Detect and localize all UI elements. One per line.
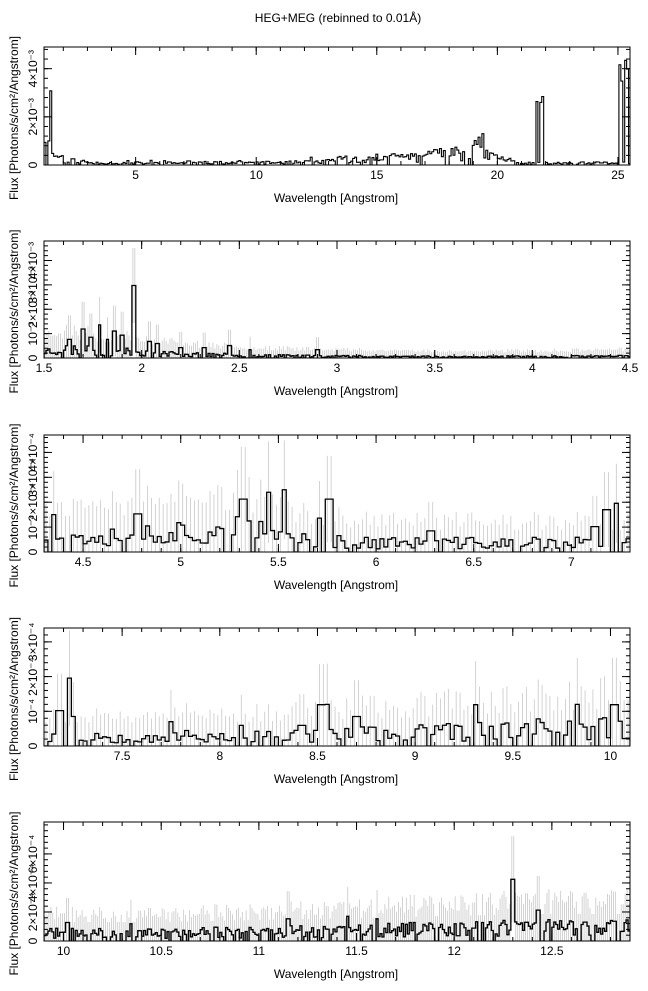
y-tick-label: 3×10⁻⁴ <box>26 623 40 662</box>
x-tick-label: 2 <box>138 361 145 375</box>
x-tick-label: 20 <box>491 168 505 182</box>
x-axis-label: Wavelength [Angstrom] <box>274 191 398 205</box>
x-tick-label: 9.5 <box>504 749 521 763</box>
spectrum-plot <box>44 630 630 746</box>
x-tick-label: 3 <box>334 361 341 375</box>
y-tick-label: 2×10⁻⁴ <box>26 657 40 696</box>
x-tick-label: 2.5 <box>231 361 248 375</box>
y-tick-label: 3×10⁻⁴ <box>26 458 40 497</box>
y-axis-label: Flux [Photons/s/cm²/Angstrom] <box>7 229 21 393</box>
y-tick-label: 0 <box>26 354 40 361</box>
y-tick-label: 10⁻³ <box>26 322 40 346</box>
x-tick-label: 12 <box>448 944 462 958</box>
chart-panel-4: 7.5 8 8.5 9 9.5 10 0 10⁻⁴ 2×10⁻⁴3×10⁻⁴ Wavelength… <box>7 617 631 786</box>
x-tick-label: 10 <box>250 168 264 182</box>
spectrum-plot <box>44 836 630 941</box>
x-tick-label: 6 <box>373 555 380 569</box>
x-tick-label: 6.5 <box>465 555 482 569</box>
y-axis-label: Flux [Photons/s/cm²/Angstrom] <box>7 423 21 587</box>
y-tick-label: 2×10⁻³ <box>26 291 40 328</box>
chart-panel-5: 10 10.5 11 11.5 12 12.5 0 2×10⁻⁴4×10⁻⁴6×10⁻⁴ Wav… <box>7 811 631 981</box>
spectrum-plot <box>44 440 630 552</box>
x-tick-label: 15 <box>370 168 384 182</box>
chart-panel-3: 4.5 5 5.5 6 6.5 7 0 10⁻⁴2×10⁻⁴3×10⁻⁴4×10⁻⁴ Wavel… <box>7 423 631 592</box>
x-tick-label: 5.5 <box>270 555 287 569</box>
y-tick-label: 10⁻⁴ <box>26 515 40 540</box>
y-tick-label: 0 <box>26 937 40 944</box>
spectrum-plot <box>44 59 630 165</box>
y-tick-label: 6×10⁻⁴ <box>26 835 40 874</box>
x-tick-label: 8.5 <box>309 749 326 763</box>
x-axis-label: Wavelength [Angstrom] <box>274 384 398 398</box>
x-tick-label: 4.5 <box>622 361 639 375</box>
spectrum-histogram <box>44 284 630 358</box>
x-tick-label: 8 <box>216 749 223 763</box>
y-tick-label: 2×10⁻⁴ <box>26 483 40 522</box>
x-axis-label: Wavelength [Angstrom] <box>274 967 398 981</box>
x-tick-label: 7.5 <box>114 749 131 763</box>
x-tick-label: 7 <box>568 555 575 569</box>
y-axis-label: Flux [Photons/s/cm²/Angstrom] <box>7 617 21 781</box>
y-tick-label: 4×10⁻³ <box>26 50 40 87</box>
x-tick-label: 10.5 <box>150 944 174 958</box>
x-tick-label: 12.5 <box>540 944 564 958</box>
spectrum-histogram <box>44 59 630 165</box>
x-tick-label: 10 <box>604 749 618 763</box>
figure-title: HEG+MEG (rebinned to 0.01Å) <box>255 10 421 25</box>
y-tick-label: 2×10⁻⁴ <box>26 893 40 932</box>
x-tick-label: 3.5 <box>426 361 443 375</box>
x-tick-label: 4.5 <box>75 555 92 569</box>
y-tick-label: 4×10⁻⁴ <box>26 433 40 472</box>
x-tick-label: 5 <box>132 168 139 182</box>
y-axis-label: Flux [Photons/s/cm²/Angstrom] <box>7 36 21 200</box>
chart-panel-1: 5 10 15 20 25 0 2×10⁻³ 4×10⁻³ Wavelength [Angstr… <box>7 36 631 205</box>
spectrum-histogram <box>44 677 630 746</box>
x-tick-label: 4 <box>529 361 536 375</box>
chart-panel-2: 1.5 2 2.5 3 3.5 4 4.5 0 10⁻³2×10⁻³3×10⁻³4×10⁻³ Wa… <box>7 229 639 398</box>
spectrum-histogram <box>44 489 630 552</box>
y-tick-label: 0 <box>26 548 40 555</box>
y-tick-label: 0 <box>26 161 40 168</box>
y-tick-label: 10⁻⁴ <box>26 699 40 724</box>
y-axis-label: Flux [Photons/s/cm²/Angstrom] <box>7 811 21 975</box>
x-tick-label: 9 <box>412 749 419 763</box>
plot-frame <box>43 46 631 166</box>
x-tick-label: 11.5 <box>345 944 368 958</box>
x-tick-label: 1.5 <box>36 361 53 375</box>
x-axis-label: Wavelength [Angstrom] <box>274 772 398 786</box>
y-tick-label: 3×10⁻³ <box>26 266 40 303</box>
y-tick-label: 4×10⁻³ <box>26 242 40 279</box>
x-axis-label: Wavelength [Angstrom] <box>274 578 398 592</box>
x-tick-label: 5 <box>177 555 184 569</box>
y-tick-label: 4×10⁻⁴ <box>26 864 40 903</box>
x-tick-label: 10 <box>57 944 71 958</box>
spectrum-plot <box>44 247 630 358</box>
spectrum-histogram <box>44 878 630 941</box>
y-tick-label: 2×10⁻³ <box>26 98 40 135</box>
x-tick-label: 25 <box>611 168 625 182</box>
x-tick-label: 11 <box>253 944 266 958</box>
y-tick-label: 0 <box>26 742 40 749</box>
